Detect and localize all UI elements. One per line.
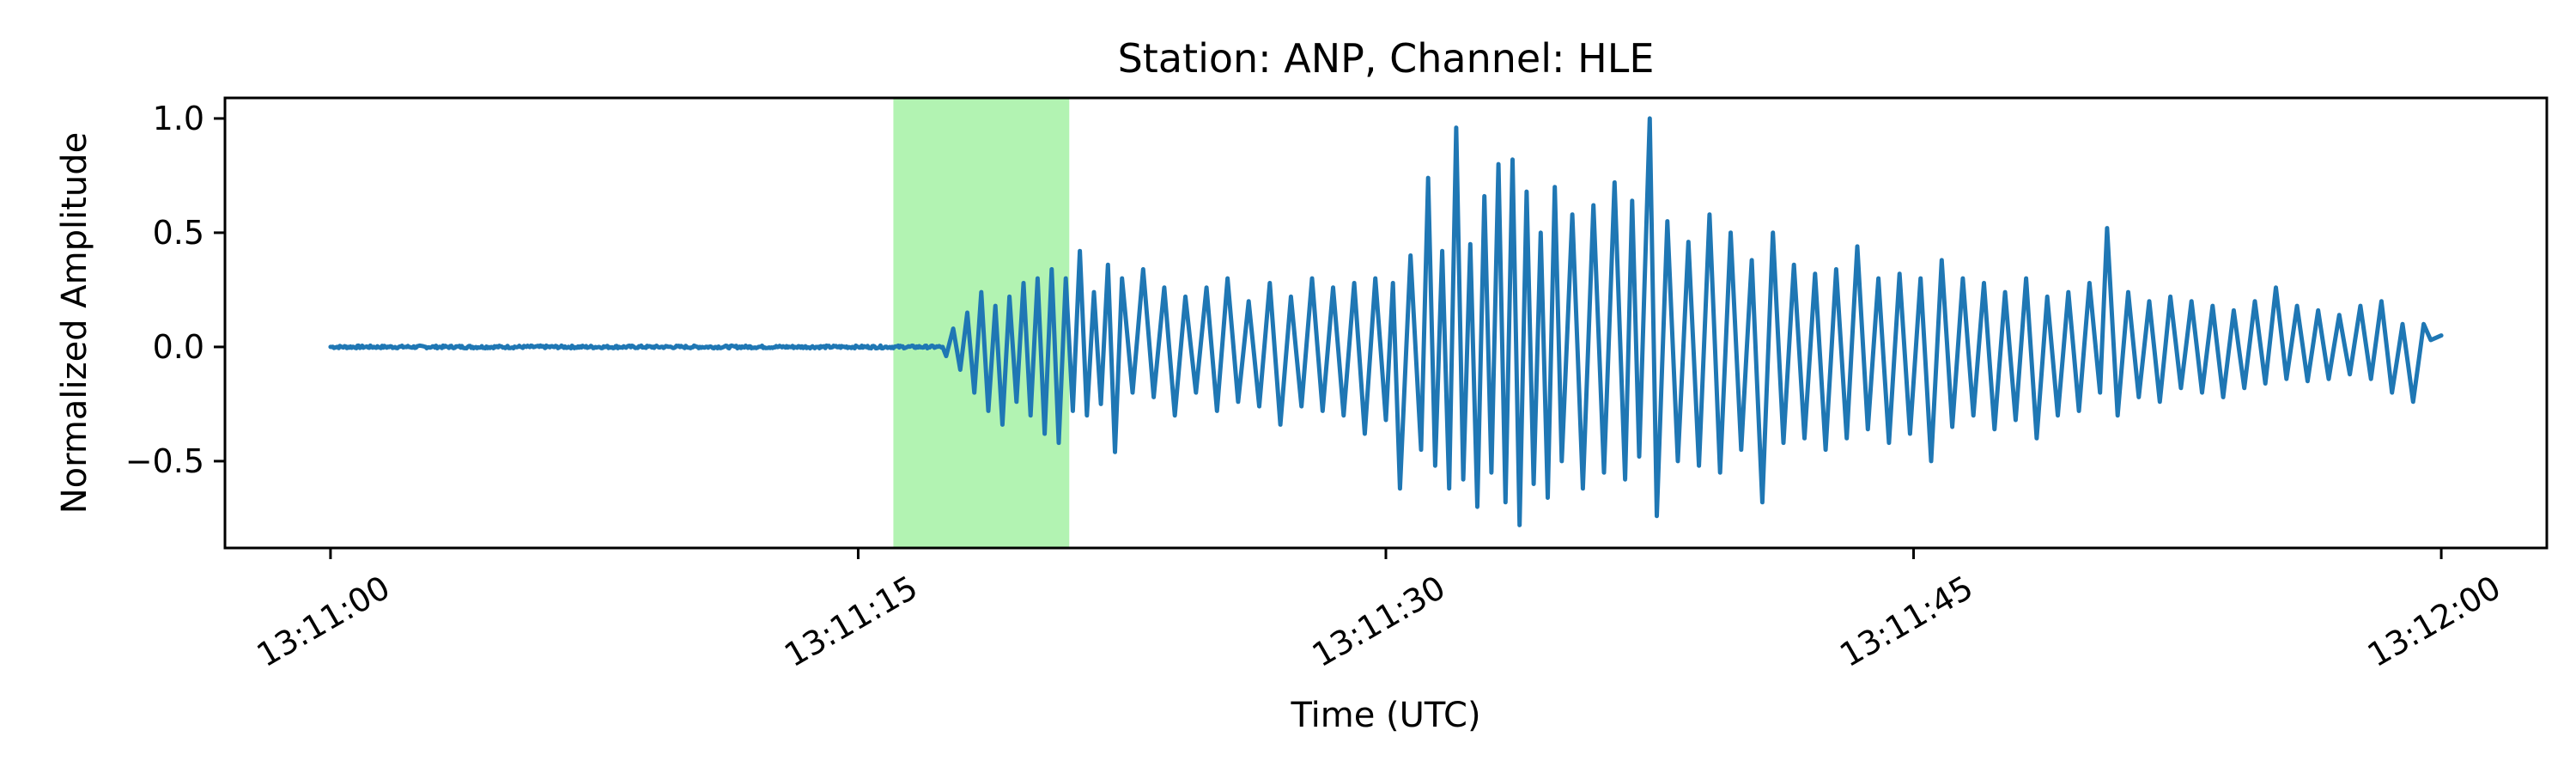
trace-layer [328, 116, 2444, 527]
y-tick-label: 0.5 [153, 214, 204, 252]
x-tick-label: 13:11:30 [1306, 569, 1452, 674]
y-axis-ticks: −0.5 0.0 0.5 1.0 [125, 100, 225, 480]
y-axis-label: Normalized Amplitude [55, 132, 94, 514]
y-tick-label: 0.0 [153, 328, 204, 366]
x-axis-label: Time (UTC) [1290, 696, 1480, 735]
plot-frame [223, 96, 2549, 550]
waveform-line [328, 116, 2444, 527]
x-tick-label: 13:11:15 [778, 569, 924, 674]
x-tick-label: 13:11:45 [1833, 569, 1979, 674]
y-tick-label: 1.0 [153, 100, 204, 137]
y-tick-label: −0.5 [125, 442, 204, 480]
x-tick-label: 13:12:00 [2361, 569, 2507, 674]
x-tick-label: 13:11:00 [251, 569, 397, 674]
x-axis-ticks: 13:11:00 13:11:15 13:11:30 13:11:45 13:12:00 [251, 548, 2507, 674]
chart-title: Station: ANP, Channel: HLE [1118, 35, 1655, 82]
